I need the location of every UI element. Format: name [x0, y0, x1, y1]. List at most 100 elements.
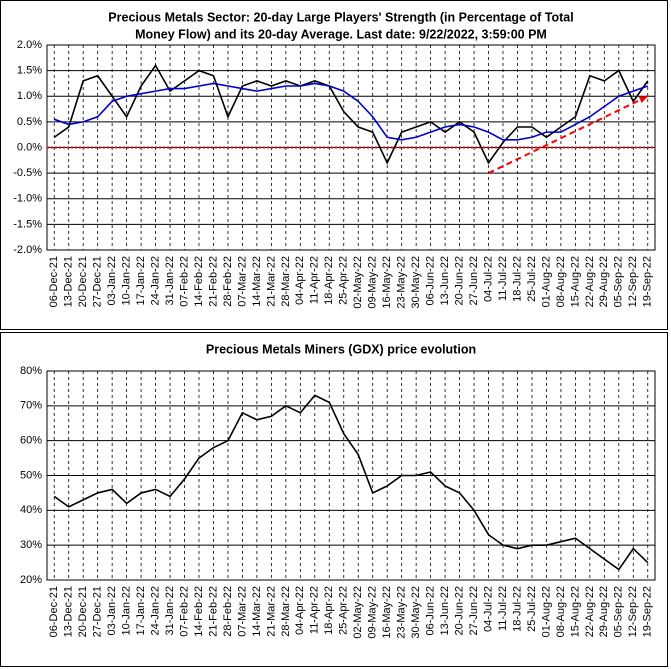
- x-tick-label: 21-Mar-22: [265, 586, 277, 637]
- x-tick-label: 07-Mar-22: [236, 586, 248, 637]
- x-tick-label: 23-May-22: [396, 586, 408, 639]
- chart-title: Precious Metals Miners (GDX) price evolu…: [206, 342, 476, 356]
- x-tick-label: 11-Apr-22: [309, 586, 321, 634]
- x-tick-label: 27-Dec-21: [92, 256, 104, 307]
- x-tick-label: 13-Jun-22: [439, 586, 451, 636]
- y-tick-label: 2.0%: [17, 39, 42, 51]
- x-tick-label: 21-Feb-22: [207, 586, 219, 637]
- x-tick-label: 18-Jul-22: [511, 256, 523, 302]
- x-tick-label: 19-Sep-22: [642, 256, 654, 307]
- x-tick-label: 08-Aug-22: [555, 586, 567, 637]
- x-tick-label: 07-Mar-22: [236, 256, 248, 307]
- x-tick-label: 05-Sep-22: [613, 586, 625, 637]
- x-tick-label: 29-Aug-22: [598, 256, 610, 307]
- x-tick-label: 04-Jul-22: [482, 256, 494, 302]
- x-tick-label: 20-Jun-22: [453, 586, 465, 636]
- x-tick-label: 09-May-22: [367, 586, 379, 639]
- x-tick-label: 11-Apr-22: [309, 256, 321, 304]
- x-tick-label: 14-Mar-22: [251, 256, 263, 307]
- x-tick-label: 18-Apr-22: [323, 256, 335, 305]
- x-tick-label: 30-May-22: [410, 256, 422, 309]
- x-tick-label: 01-Aug-22: [540, 586, 552, 637]
- x-tick-label: 07-Feb-22: [178, 586, 190, 637]
- series-line: [53, 64, 649, 165]
- x-tick-label: 02-May-22: [352, 256, 364, 309]
- x-tick-label: 28-Feb-22: [222, 256, 234, 307]
- x-tick-label: 31-Jan-22: [164, 586, 176, 636]
- x-tick-label: 27-Dec-21: [92, 586, 104, 637]
- x-tick-label: 25-Apr-22: [338, 256, 350, 305]
- y-tick-label: 0.0%: [17, 141, 42, 153]
- x-tick-label: 28-Mar-22: [280, 586, 292, 637]
- x-tick-label: 25-Jul-22: [526, 256, 538, 302]
- x-tick-label: 19-Sep-22: [642, 586, 654, 637]
- x-tick-label: 06-Jun-22: [425, 586, 437, 636]
- x-tick-label: 13-Dec-21: [63, 586, 75, 637]
- x-tick-label: 21-Feb-22: [207, 256, 219, 307]
- x-tick-label: 14-Feb-22: [193, 586, 205, 637]
- x-tick-label: 04-Jul-22: [482, 586, 494, 632]
- x-tick-label: 17-Jan-22: [135, 256, 147, 306]
- x-tick-label: 24-Jan-22: [149, 586, 161, 636]
- chart-title: Precious Metals Sector: 20-day Large Pla…: [108, 10, 573, 24]
- x-tick-label: 06-Jun-22: [425, 256, 437, 306]
- x-tick-label: 28-Mar-22: [280, 256, 292, 307]
- x-tick-label: 25-Jul-22: [526, 586, 538, 632]
- x-tick-label: 14-Mar-22: [251, 586, 263, 637]
- x-tick-label: 13-Jun-22: [439, 256, 451, 306]
- x-tick-label: 04-Apr-22: [294, 586, 306, 635]
- x-tick-label: 10-Jan-22: [121, 586, 133, 636]
- x-tick-label: 18-Jul-22: [511, 586, 523, 632]
- x-tick-label: 24-Jan-22: [149, 256, 161, 306]
- x-tick-label: 10-Jan-22: [121, 256, 133, 306]
- x-tick-label: 02-May-22: [352, 586, 364, 639]
- y-tick-label: 70%: [20, 400, 42, 412]
- x-tick-label: 15-Aug-22: [569, 586, 581, 637]
- x-tick-label: 17-Jan-22: [135, 586, 147, 636]
- x-tick-label: 11-Jul-22: [497, 586, 509, 631]
- y-tick-label: 40%: [20, 504, 42, 516]
- y-tick-label: -1.5%: [13, 218, 42, 230]
- x-tick-label: 12-Sep-22: [627, 586, 639, 637]
- y-tick-label: 30%: [20, 539, 42, 551]
- x-tick-label: 15-Aug-22: [569, 256, 581, 307]
- x-tick-label: 07-Feb-22: [178, 256, 190, 307]
- x-tick-label: 25-Apr-22: [338, 586, 350, 635]
- x-tick-label: 27-Jun-22: [468, 256, 480, 306]
- x-tick-label: 18-Apr-22: [323, 586, 335, 635]
- series-line: [53, 394, 649, 571]
- x-tick-label: 22-Aug-22: [584, 586, 596, 637]
- trend-arrowhead: [638, 96, 648, 104]
- series-line: [53, 82, 649, 141]
- y-tick-label: 0.5%: [17, 116, 42, 128]
- y-tick-label: 80%: [20, 365, 42, 377]
- x-tick-label: 30-May-22: [410, 586, 422, 639]
- x-tick-label: 14-Feb-22: [193, 256, 205, 307]
- y-tick-label: 1.0%: [17, 90, 42, 102]
- x-tick-label: 27-Jun-22: [468, 586, 480, 636]
- x-tick-label: 31-Jan-22: [164, 256, 176, 306]
- x-tick-label: 11-Jul-22: [497, 256, 509, 301]
- x-tick-label: 04-Apr-22: [294, 256, 306, 305]
- y-tick-label: -0.5%: [13, 167, 42, 179]
- x-tick-label: 22-Aug-22: [584, 256, 596, 307]
- y-tick-label: -1.0%: [13, 193, 42, 205]
- x-tick-label: 03-Jan-22: [106, 586, 118, 636]
- x-tick-label: 09-May-22: [367, 256, 379, 309]
- x-tick-label: 20-Dec-21: [77, 586, 89, 637]
- x-tick-label: 20-Dec-21: [77, 256, 89, 307]
- x-tick-label: 20-Jun-22: [453, 256, 465, 306]
- y-tick-label: -2.0%: [13, 244, 42, 256]
- x-tick-label: 29-Aug-22: [598, 586, 610, 637]
- chart-title: Money Flow) and its 20-day Average. Last…: [135, 27, 547, 41]
- x-tick-label: 06-Dec-21: [48, 256, 60, 307]
- x-tick-label: 23-May-22: [396, 256, 408, 309]
- x-tick-label: 03-Jan-22: [106, 256, 118, 306]
- x-tick-label: 01-Aug-22: [540, 256, 552, 307]
- y-tick-label: 60%: [20, 435, 42, 447]
- x-tick-label: 12-Sep-22: [627, 256, 639, 307]
- x-tick-label: 16-May-22: [381, 256, 393, 309]
- x-tick-label: 05-Sep-22: [613, 256, 625, 307]
- x-tick-label: 06-Dec-21: [48, 586, 60, 637]
